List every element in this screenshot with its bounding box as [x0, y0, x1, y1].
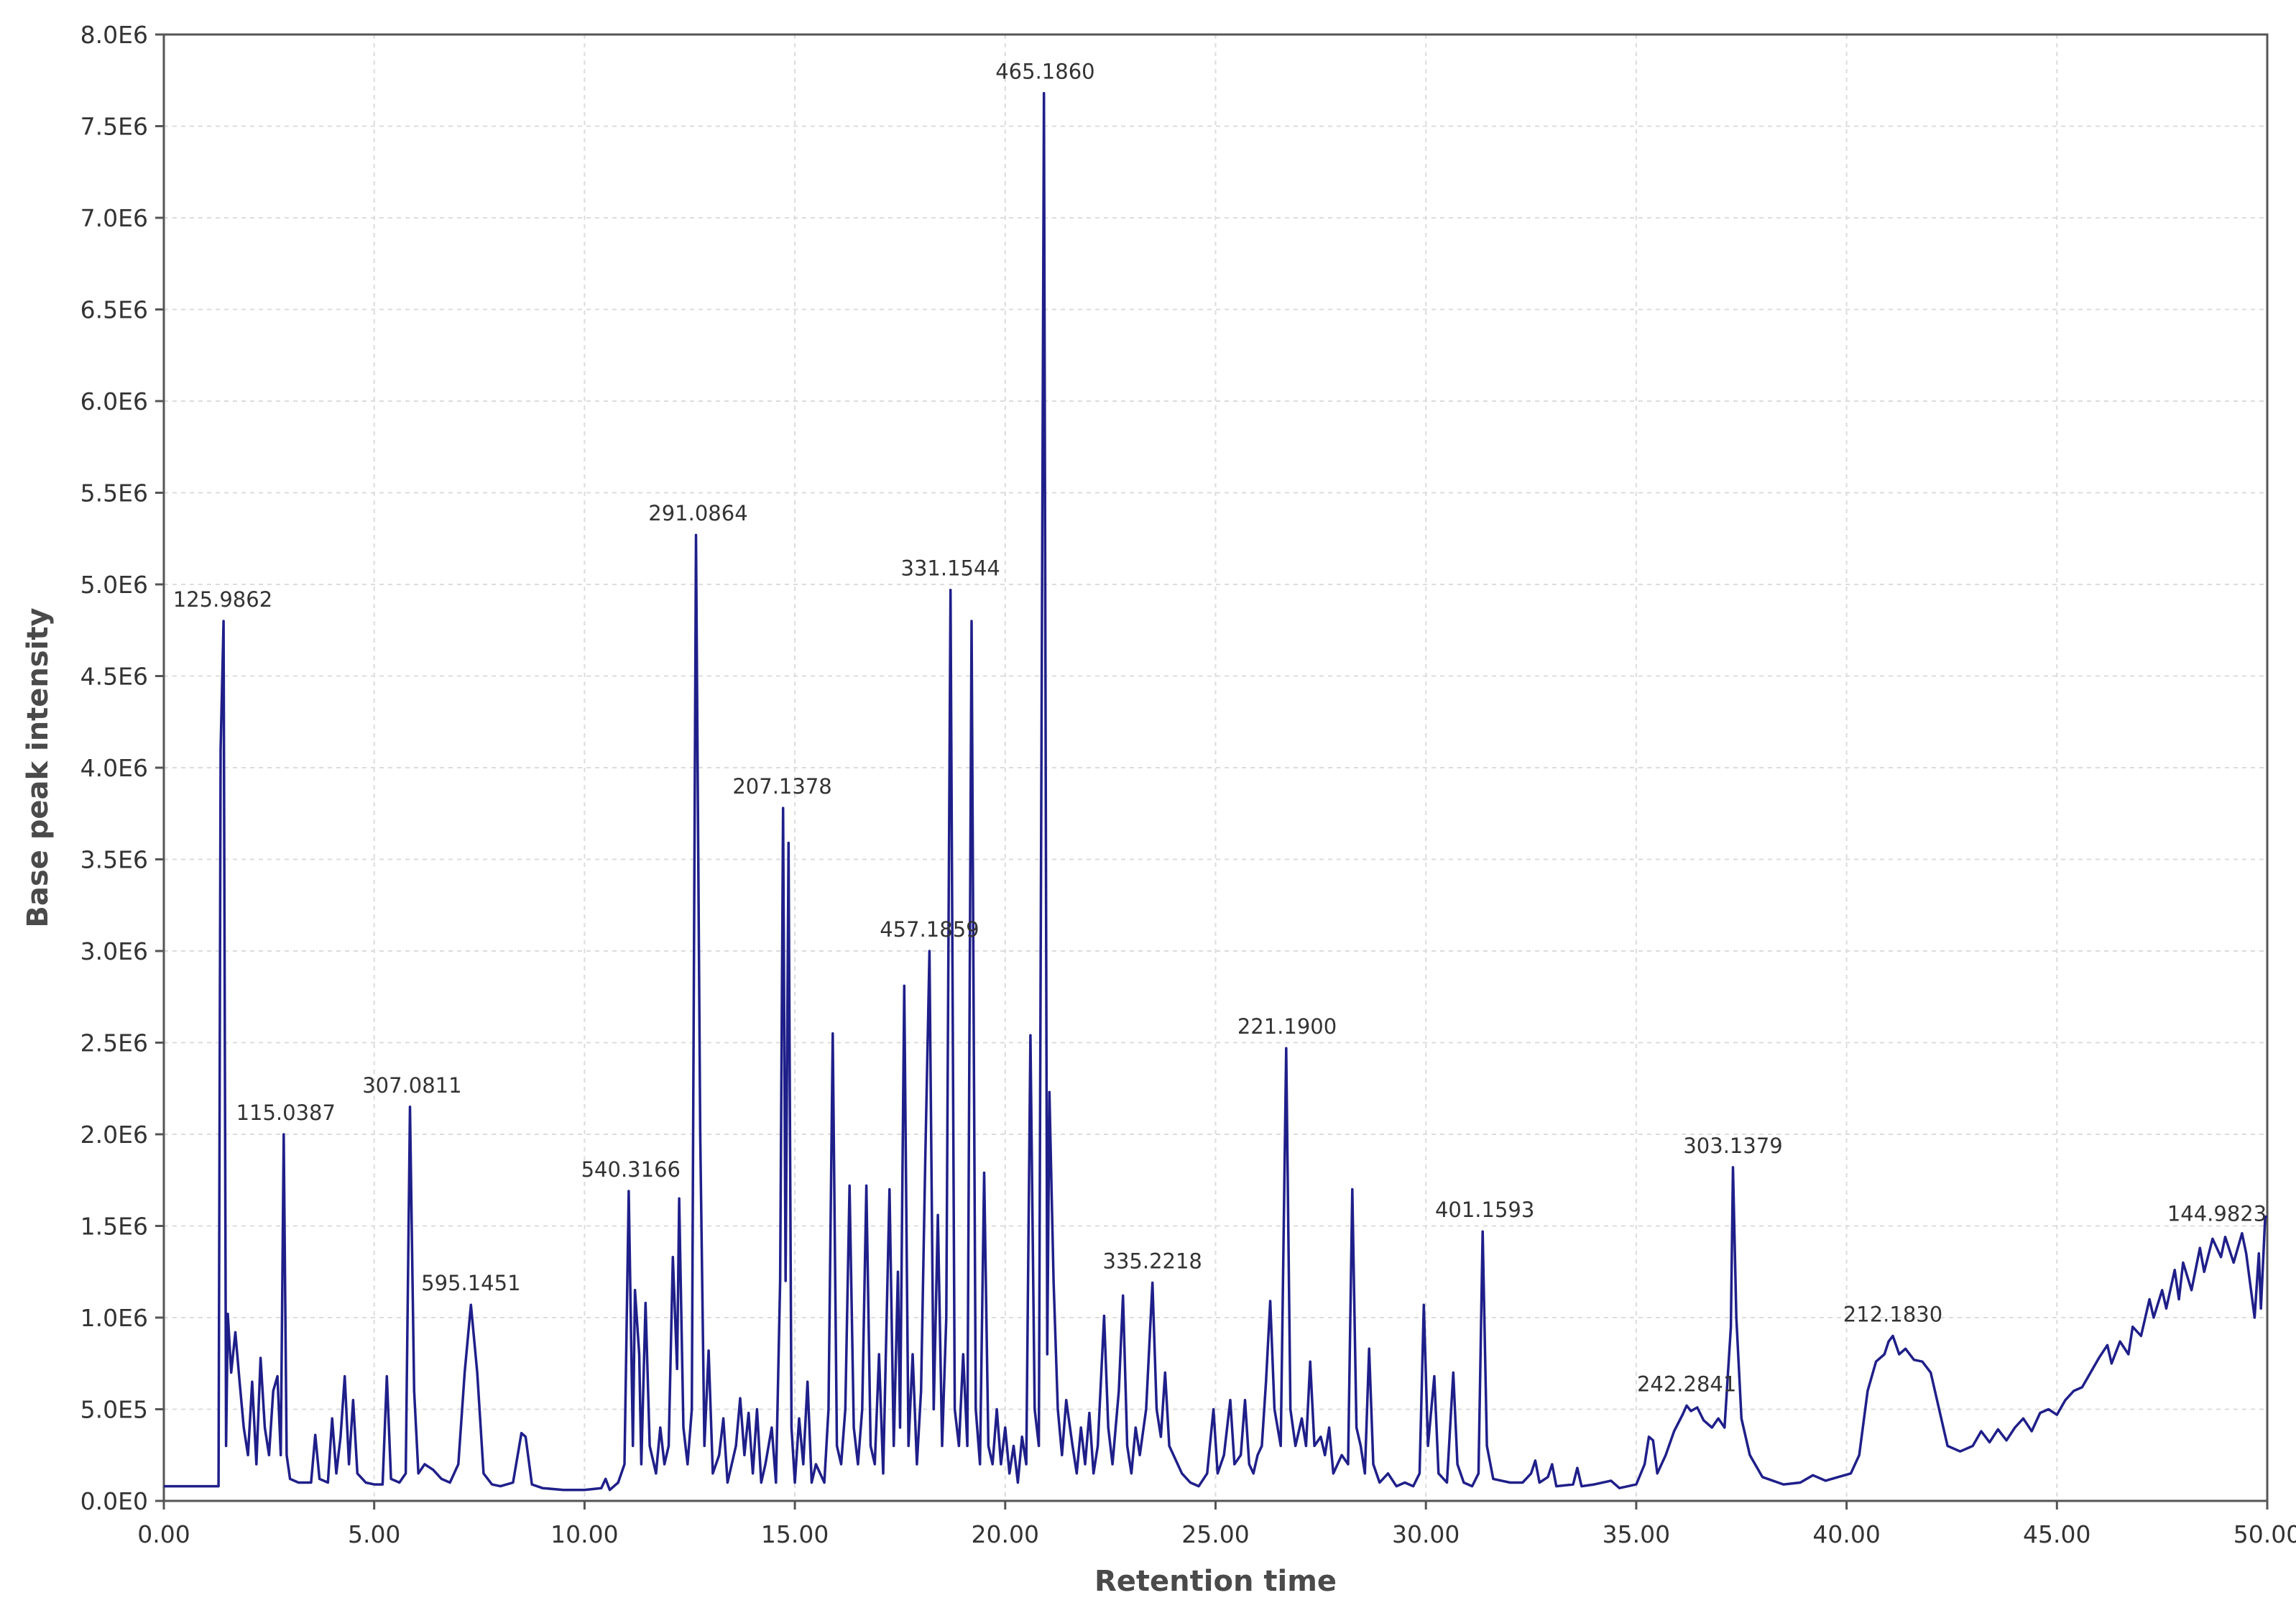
x-tick-label: 35.00 — [1603, 1520, 1670, 1548]
peak-label: 335.2218 — [1103, 1249, 1202, 1274]
x-tick-label: 30.00 — [1392, 1520, 1460, 1548]
x-tick-label: 50.00 — [2233, 1520, 2296, 1548]
y-tick-label: 3.0E6 — [80, 937, 148, 965]
peak-label: 303.1379 — [1683, 1134, 1782, 1158]
y-tick-label: 4.0E6 — [80, 754, 148, 782]
axis-ticks: 0.0E0 5.0E5 1.0E6 1.5E6 2.0E6 2.5E6 3.0E6 3.5E6… — [80, 21, 2296, 1548]
y-tick-label: 0.0E0 — [80, 1487, 148, 1515]
y-tick-label: 1.5E6 — [80, 1213, 148, 1241]
x-tick-label: 15.00 — [761, 1520, 829, 1548]
peak-label-layer: 125.9862 115.0387 307.0811 595.1451 540.3166… — [173, 60, 2267, 1397]
x-tick-label: 25.00 — [1181, 1520, 1249, 1548]
peak-label: 457.1859 — [880, 917, 979, 942]
x-tick-label: 20.00 — [972, 1520, 1039, 1548]
x-tick-label: 10.00 — [550, 1520, 618, 1548]
y-tick-label: 5.5E6 — [80, 479, 148, 507]
y-tick-label: 7.5E6 — [80, 113, 148, 141]
y-tick-label: 5.0E6 — [80, 571, 148, 599]
peak-label: 207.1378 — [732, 774, 831, 799]
peak-label: 242.2841 — [1637, 1372, 1736, 1396]
peak-label: 540.3166 — [581, 1157, 681, 1182]
x-tick-label: 0.00 — [137, 1520, 190, 1548]
y-tick-label: 7.0E6 — [80, 204, 148, 232]
peak-label: 212.1830 — [1843, 1303, 1942, 1327]
y-tick-label: 8.0E6 — [80, 21, 148, 49]
x-tick-label: 5.00 — [348, 1520, 400, 1548]
x-tick-label: 45.00 — [2023, 1520, 2090, 1548]
y-tick-label: 3.5E6 — [80, 846, 148, 874]
y-tick-label: 6.5E6 — [80, 296, 148, 324]
series-layer — [164, 91, 2267, 1492]
y-tick-label: 5.0E5 — [80, 1396, 148, 1424]
peak-label: 331.1544 — [901, 556, 1000, 581]
y-tick-label: 2.5E6 — [80, 1029, 148, 1057]
peak-label: 291.0864 — [648, 501, 747, 525]
x-axis-title: Retention time — [1094, 1565, 1337, 1598]
base-peak-trace — [164, 91, 2267, 1492]
peak-label: 125.9862 — [173, 587, 272, 612]
peak-label: 401.1593 — [1435, 1198, 1534, 1222]
peak-label: 595.1451 — [421, 1271, 520, 1295]
peak-label: 115.0387 — [236, 1101, 336, 1125]
y-tick-label: 2.0E6 — [80, 1121, 148, 1149]
y-tick-label: 4.5E6 — [80, 663, 148, 691]
peak-label: 144.9823 — [2167, 1201, 2267, 1226]
peak-label: 465.1860 — [995, 60, 1094, 84]
y-tick-label: 1.0E6 — [80, 1304, 148, 1332]
peak-label: 221.1900 — [1237, 1014, 1337, 1039]
x-tick-label: 40.00 — [1812, 1520, 1880, 1548]
y-axis-title: Base peak intensity — [22, 607, 55, 927]
peak-label: 307.0811 — [362, 1073, 461, 1098]
y-tick-label: 6.0E6 — [80, 387, 148, 415]
